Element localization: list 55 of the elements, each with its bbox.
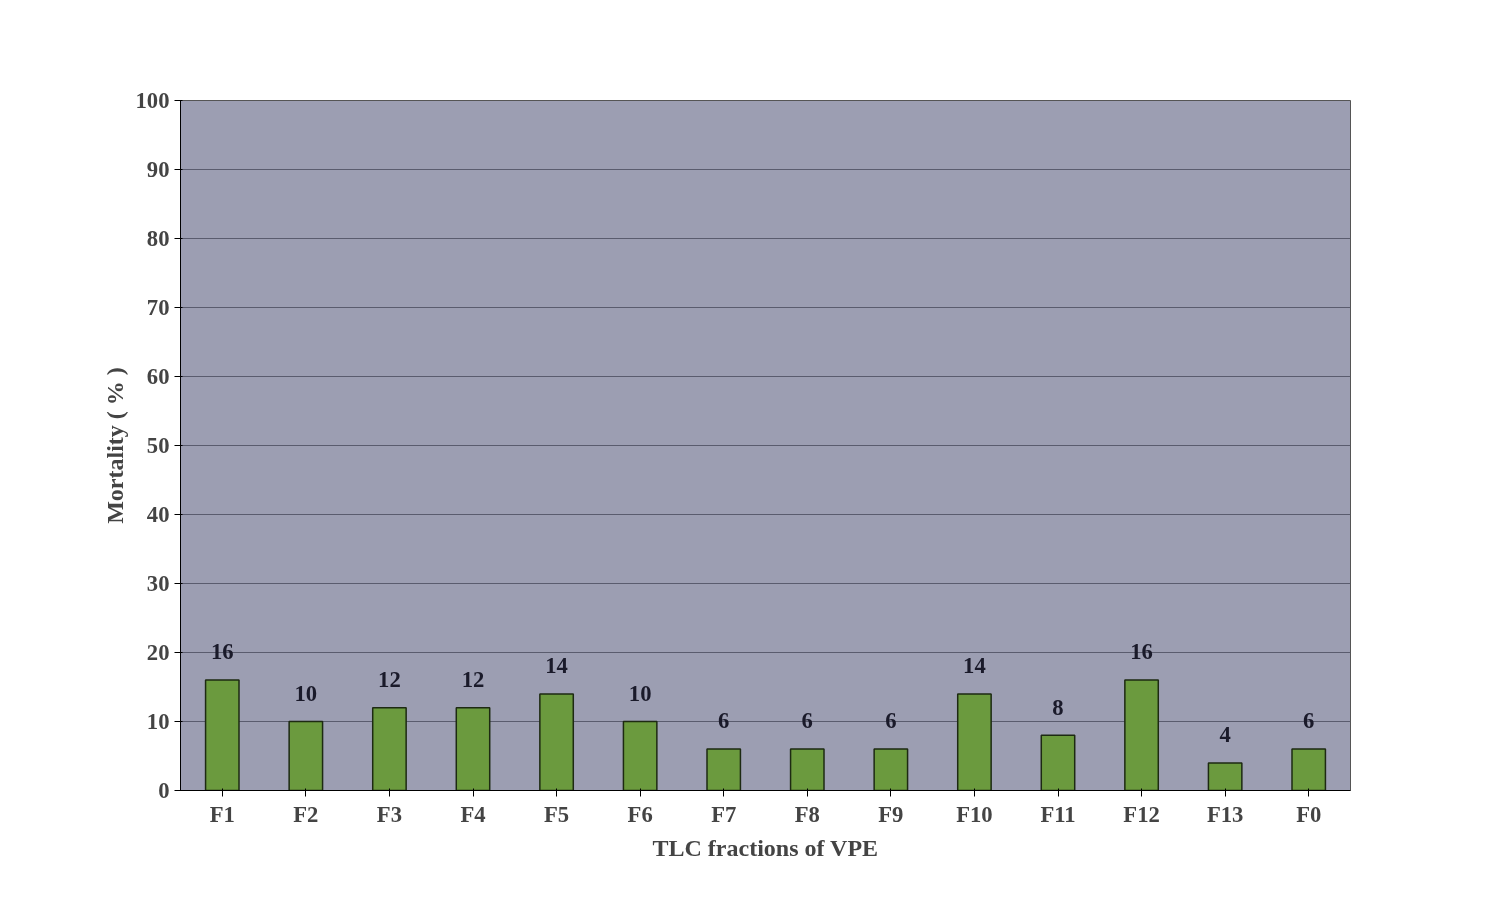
y-tick-label: 70 (146, 295, 170, 320)
x-tick-label: F13 (1206, 801, 1244, 827)
data-label: 4 (1219, 722, 1231, 748)
y-axis-title: Mortality ( % ) (101, 367, 128, 524)
bar (371, 706, 407, 791)
x-tick-label: F8 (794, 801, 820, 827)
bar (956, 693, 992, 791)
y-tick-label: 90 (146, 157, 170, 182)
bar (1040, 734, 1076, 791)
y-tick-label: 40 (146, 502, 170, 527)
bar (706, 748, 742, 791)
y-tick-label: 10 (146, 709, 170, 734)
y-tick-label: 80 (146, 226, 170, 251)
x-tick-label: F7 (711, 801, 737, 827)
x-tick-label: F11 (1040, 801, 1076, 827)
bar (539, 693, 575, 791)
y-tick-label: 20 (146, 640, 170, 665)
x-tick-label: F2 (293, 801, 319, 827)
x-tick-label: F0 (1296, 801, 1322, 827)
y-tick-label: 60 (146, 364, 170, 389)
x-tick-label: F10 (956, 801, 993, 827)
bar (789, 748, 825, 791)
y-tick-label: 100 (135, 88, 170, 113)
data-label: 12 (378, 667, 401, 692)
x-tick-label: F6 (627, 801, 653, 827)
bar (873, 748, 909, 791)
y-tick-label: 50 (146, 433, 170, 458)
bar (622, 720, 658, 791)
x-tick-label: F12 (1123, 801, 1160, 827)
data-label: 6 (885, 708, 897, 734)
data-label: 8 (1052, 694, 1064, 720)
bar (1207, 762, 1243, 791)
data-label: 6 (1303, 708, 1315, 734)
x-tick-label: F3 (376, 801, 403, 827)
x-tick-label: F4 (460, 801, 486, 827)
bar (288, 720, 324, 791)
bar (1124, 679, 1160, 791)
x-tick-label: F9 (878, 801, 904, 827)
data-label: 14 (963, 653, 986, 679)
data-label: 10 (628, 680, 652, 706)
bar (455, 706, 491, 791)
data-label: 10 (294, 680, 318, 706)
bar (204, 679, 240, 791)
data-label: 16 (1130, 639, 1153, 665)
data-label: 12 (461, 667, 485, 692)
y-tick-label: 0 (158, 778, 170, 803)
y-tick-label: 30 (146, 571, 170, 596)
data-label: 14 (545, 653, 568, 679)
data-label: 6 (801, 708, 813, 734)
x-tick-label: F5 (543, 801, 570, 827)
data-label: 16 (210, 639, 234, 665)
x-tick-label: F1 (209, 801, 235, 827)
x-axis-title: TLC fractions of VPE (652, 834, 879, 861)
bar (1291, 748, 1327, 791)
data-label: 6 (718, 708, 730, 734)
